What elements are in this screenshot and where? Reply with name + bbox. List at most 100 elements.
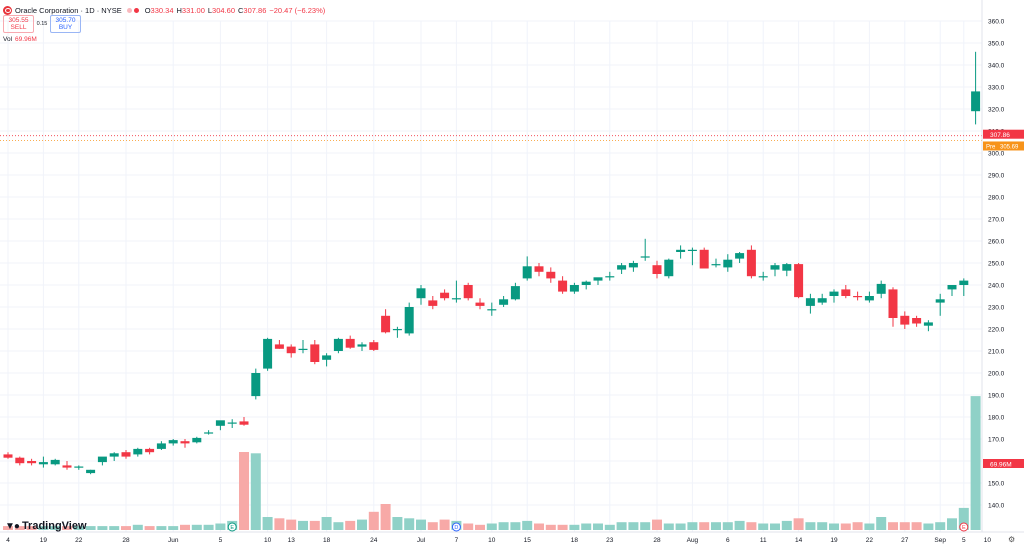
buy-button[interactable]: 305.70 BUY bbox=[50, 15, 81, 33]
time-tick-26: 10 bbox=[984, 537, 992, 544]
volume-bar-14 bbox=[168, 526, 179, 530]
oracle-logo-icon bbox=[3, 5, 12, 15]
price-tick-8: 220.0 bbox=[988, 327, 1005, 334]
candle-50 bbox=[593, 277, 603, 285]
price-tick-10: 240.0 bbox=[988, 283, 1005, 290]
time-tick-19: 11 bbox=[760, 537, 767, 544]
close-value: 307.86 bbox=[243, 5, 267, 15]
volume-bar-49 bbox=[581, 523, 592, 530]
volume-bar-59 bbox=[699, 522, 710, 530]
candle-7 bbox=[86, 469, 96, 475]
candle-48 bbox=[569, 282, 579, 294]
volume-bar-50 bbox=[593, 523, 603, 530]
price-tick-22: 360.0 bbox=[988, 19, 1005, 26]
volume-bar-67 bbox=[793, 518, 804, 530]
price-axis[interactable]: 140.0150.0160.0170.0180.0190.0200.0210.0… bbox=[981, 0, 1024, 545]
volume-bar-54 bbox=[640, 522, 651, 530]
candle-62 bbox=[735, 252, 745, 263]
volume-bar-62 bbox=[734, 520, 745, 530]
price-tick-16: 300.0 bbox=[988, 151, 1005, 158]
candle-1 bbox=[15, 456, 25, 466]
candle-20 bbox=[239, 417, 249, 426]
candle-73 bbox=[864, 291, 874, 303]
price-tick-3: 170.0 bbox=[988, 437, 1005, 444]
event-marker-2[interactable]: E bbox=[959, 522, 969, 532]
volume-bar-57 bbox=[675, 523, 686, 530]
time-axis[interactable]: 4 19 22 28 Jun 5 10 13 18 24 Jul 7 10 15 18 23 28 Aug 6 11 1… bbox=[0, 531, 1024, 544]
sell-button[interactable]: 305.55 SELL bbox=[3, 15, 34, 33]
candle-58 bbox=[687, 247, 697, 266]
candle-10 bbox=[121, 450, 131, 459]
price-lines bbox=[0, 135, 982, 141]
candle-60 bbox=[711, 258, 721, 268]
candle-70 bbox=[829, 289, 839, 303]
svg-text:69.96M: 69.96M bbox=[990, 462, 1012, 469]
volume-value: 69.96M bbox=[15, 36, 37, 43]
volume-bar-68 bbox=[805, 522, 816, 530]
candle-34 bbox=[404, 302, 414, 336]
volume-legend[interactable]: Vol 69.96M bbox=[3, 36, 37, 43]
volume-bar-26 bbox=[309, 520, 320, 530]
volume-bar-44 bbox=[522, 520, 533, 530]
candle-51 bbox=[605, 271, 615, 281]
price-tick-9: 230.0 bbox=[988, 305, 1005, 312]
volume-bar-39 bbox=[463, 523, 474, 530]
volume-bars bbox=[3, 396, 993, 530]
candle-5 bbox=[62, 461, 72, 470]
candle-37 bbox=[440, 289, 450, 301]
candle-40 bbox=[475, 298, 485, 310]
time-tick-4: Jun bbox=[168, 537, 179, 544]
candle-45 bbox=[534, 263, 544, 277]
volume-bar-6 bbox=[73, 526, 84, 530]
volume-bar-79 bbox=[935, 522, 946, 530]
volume-bar-21 bbox=[250, 453, 261, 530]
candle-44 bbox=[522, 256, 532, 281]
time-tick-15: 23 bbox=[606, 537, 614, 544]
volume-bar-56 bbox=[663, 523, 674, 530]
volume-bar-72 bbox=[852, 522, 863, 530]
volume-bar-76 bbox=[899, 522, 910, 530]
candle-28 bbox=[333, 337, 343, 354]
volume-bar-18 bbox=[215, 523, 226, 530]
volume-bar-33 bbox=[392, 517, 403, 530]
candle-3 bbox=[38, 456, 48, 468]
close-label: C bbox=[238, 5, 244, 15]
volume-bar-22 bbox=[262, 517, 273, 530]
volume-bar-30 bbox=[357, 519, 367, 530]
settings-gear-icon[interactable]: ⚙ bbox=[1008, 535, 1016, 544]
volume-bar-32 bbox=[380, 504, 391, 530]
change-value: −20.47 (−6.23%) bbox=[269, 5, 326, 15]
last-price-badge: 307.86 bbox=[983, 129, 1024, 139]
price-tick-0: 140.0 bbox=[988, 503, 1005, 510]
time-tick-20: 14 bbox=[795, 537, 803, 544]
candle-67 bbox=[794, 263, 804, 299]
time-tick-7: 13 bbox=[288, 537, 296, 544]
candle-18 bbox=[215, 420, 225, 431]
volume-bar-4 bbox=[50, 526, 61, 530]
candle-46 bbox=[546, 267, 556, 283]
candle-8 bbox=[97, 456, 107, 466]
candle-6 bbox=[74, 465, 84, 470]
symbol-title[interactable]: Oracle Corporation · 1D · NYSE bbox=[15, 5, 122, 15]
tradingview-logo[interactable]: ▼● TradingView bbox=[5, 520, 87, 532]
high-value: 331.00 bbox=[181, 5, 205, 15]
volume-bar-8 bbox=[97, 526, 108, 530]
volume-bar-40 bbox=[475, 524, 485, 530]
candle-30 bbox=[357, 342, 367, 351]
time-tick-22: 22 bbox=[866, 537, 874, 544]
candle-23 bbox=[274, 340, 284, 349]
price-tick-1: 150.0 bbox=[988, 481, 1005, 488]
volume-bar-81 bbox=[958, 507, 969, 530]
candle-14 bbox=[168, 439, 178, 446]
event-marker-0[interactable]: E bbox=[227, 522, 237, 532]
time-tick-24: Sep bbox=[934, 537, 946, 544]
volume-bar-48 bbox=[569, 524, 580, 530]
time-tick-3: 28 bbox=[122, 537, 130, 544]
event-marker-1[interactable]: D bbox=[451, 522, 461, 532]
volume-bar-42 bbox=[498, 522, 509, 530]
volume-bar-43 bbox=[510, 522, 521, 530]
candle-53 bbox=[628, 260, 638, 272]
svg-text:307.86: 307.86 bbox=[990, 132, 1010, 139]
volume-bar-27 bbox=[321, 517, 332, 530]
